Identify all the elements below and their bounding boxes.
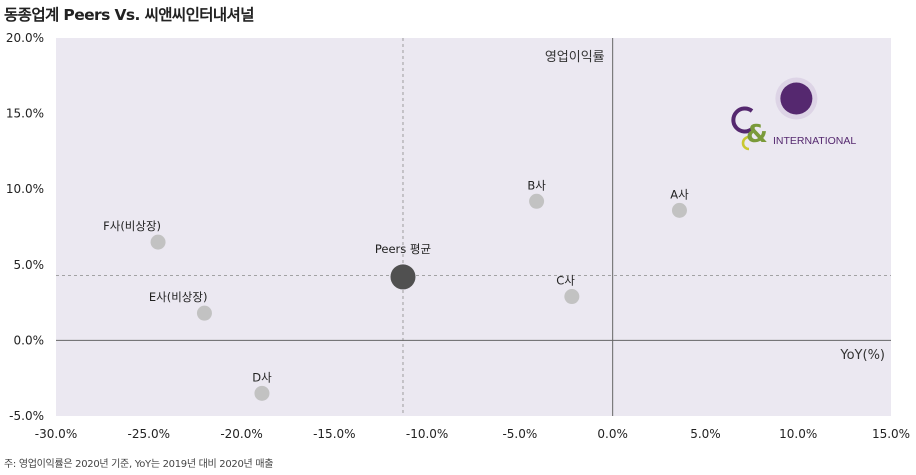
tick-labels: -30.0% -25.0% -20.0% -15.0% -10.0% -5.0% 0.0% 5…	[6, 31, 910, 441]
peer-point	[671, 202, 687, 218]
logo-text: INTERNATIONAL	[773, 135, 856, 147]
peer-point	[529, 193, 545, 209]
axes	[56, 38, 891, 416]
footnote: 주: 영업이익률은 2020년 기준, YoY는 2019년 대비 2020년 …	[4, 459, 274, 470]
peer-point	[564, 289, 580, 305]
y-tick-label: 10.0%	[6, 182, 44, 196]
x-tick-label: -15.0%	[313, 427, 355, 441]
company-point	[780, 82, 813, 115]
x-tick-label: 5.0%	[690, 427, 721, 441]
plot-area	[56, 38, 891, 416]
x-tick-label: 15.0%	[872, 427, 910, 441]
peers-average-point	[390, 264, 416, 290]
y-tick-label: -5.0%	[9, 409, 44, 423]
cnc-logo: & INTERNATIONAL	[731, 106, 856, 151]
point-label: D사	[252, 370, 272, 384]
peer-point	[254, 385, 270, 401]
y-tick-label: 5.0%	[14, 258, 45, 272]
x-tick-label: 10.0%	[779, 427, 817, 441]
point-label: C사	[556, 274, 575, 288]
x-tick-label: 0.0%	[597, 427, 628, 441]
point-label: Peers 평균	[375, 242, 431, 256]
peer-point	[150, 234, 166, 250]
logo-c-purple-icon	[731, 106, 754, 134]
point-label: A사	[670, 187, 689, 201]
point-label: F사(비상장)	[103, 219, 161, 233]
y-tick-label: 15.0%	[6, 107, 44, 121]
point-label: E사(비상장)	[149, 290, 208, 304]
x-tick-label: -30.0%	[35, 427, 77, 441]
reference-lines	[56, 38, 891, 416]
x-tick-label: -25.0%	[128, 427, 170, 441]
x-tick-label: -20.0%	[220, 427, 262, 441]
point-label: B사	[527, 178, 546, 192]
logo-ampersand-icon: &	[746, 119, 768, 148]
x-tick-label: -5.0%	[502, 427, 537, 441]
peer-point	[196, 305, 212, 321]
y-tick-label: 20.0%	[6, 31, 44, 45]
chart-title: 동종업계 Peers Vs. 씨앤씨인터내셔널	[4, 6, 254, 24]
y-tick-label: 0.0%	[14, 333, 45, 347]
x-tick-label: -10.0%	[406, 427, 448, 441]
logo-c-yellow-icon	[741, 135, 750, 151]
y-axis-label: 영업이익률	[545, 50, 605, 65]
data-points: A사 B사 C사 D사 E사(비상장) F사(비상장) Peers 평균	[103, 77, 818, 401]
x-axis-label: YoY(%)	[839, 348, 885, 363]
